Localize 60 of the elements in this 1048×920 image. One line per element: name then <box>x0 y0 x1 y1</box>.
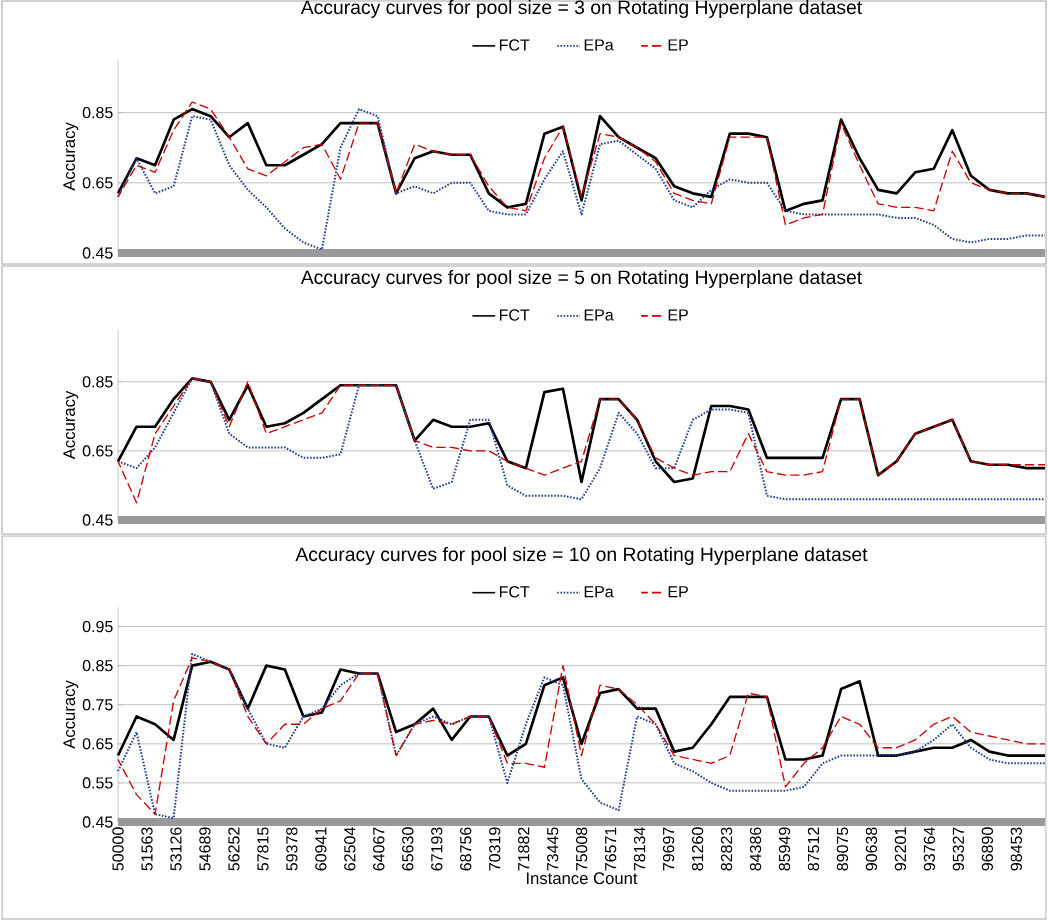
y-tick-label: 0.45 <box>82 816 113 828</box>
x-tick-label: 98453 <box>1010 827 1022 871</box>
x-tick-label: 53126 <box>170 827 182 871</box>
y-tick-label: 0.55 <box>82 777 113 789</box>
legend-label: FCT <box>499 309 530 321</box>
x-tick-label: 57815 <box>257 827 269 871</box>
y-axis-title: Accuracy <box>63 122 79 191</box>
x-tick-label: 60941 <box>315 827 327 871</box>
y-tick-label: 0.65 <box>82 738 113 750</box>
legend-label: EPa <box>584 309 614 321</box>
y-axis-title: Accuracy <box>63 680 79 749</box>
x-axis-title: Instance Count <box>527 872 638 885</box>
x-tick-label: 73445 <box>547 827 559 871</box>
y-tick-label: 0.85 <box>82 376 113 388</box>
y-tick-label: 0.85 <box>82 659 113 672</box>
x-tick-label: 84386 <box>749 827 762 871</box>
x-tick-label: 95327 <box>952 827 965 871</box>
x-tick-label: 68756 <box>460 827 472 871</box>
x-tick-label: 65630 <box>402 827 414 871</box>
x-tick-label: 89075 <box>836 827 849 871</box>
y-tick-label: 0.45 <box>82 247 113 259</box>
legend-label: EP <box>668 309 688 321</box>
y-tick-label: 0.65 <box>82 445 113 457</box>
x-tick-label: 67193 <box>431 827 443 871</box>
x-tick-label: 62504 <box>344 827 356 871</box>
chart-title: Accuracy curves for pool size = 5 on Rotating Hyperplane dataset <box>300 269 863 288</box>
x-tick-label: 78134 <box>633 827 646 871</box>
legend-label: EPa <box>584 39 614 51</box>
legend-label: EPa <box>584 586 614 598</box>
x-tick-label: 81260 <box>691 827 704 871</box>
chart-title: Accuracy curves for pool size = 3 on Rotating Hyperplane dataset <box>300 0 863 18</box>
x-tick-label: 82823 <box>720 827 733 871</box>
x-tick-label: 71882 <box>518 827 530 871</box>
y-axis-title: Accuracy <box>63 390 79 460</box>
y-tick-label: 0.65 <box>82 177 113 189</box>
x-tick-label: 51563 <box>141 827 153 871</box>
legend-label: FCT <box>499 586 530 598</box>
y-tick-label: 0.85 <box>82 106 113 119</box>
x-tick-label: 64067 <box>373 827 385 871</box>
legend-label: EP <box>668 39 688 51</box>
x-tick-label: 70319 <box>489 827 501 871</box>
x-tick-label: 54689 <box>199 827 211 871</box>
x-tick-label: 85949 <box>778 827 791 871</box>
x-tick-label: 59378 <box>286 827 298 871</box>
legend-label: EP <box>668 586 688 598</box>
x-tick-label: 87512 <box>807 827 820 871</box>
x-tick-label: 92201 <box>894 827 907 871</box>
y-tick-label: 0.45 <box>82 514 113 526</box>
x-tick-label: 93764 <box>923 827 936 871</box>
y-tick-label: 0.75 <box>82 699 113 711</box>
x-tick-label: 76571 <box>604 827 617 871</box>
y-tick-label: 0.95 <box>82 620 113 633</box>
x-tick-label: 50000 <box>112 827 124 871</box>
x-tick-label: 96890 <box>981 827 993 871</box>
x-tick-label: 75008 <box>575 827 588 871</box>
chart-title: Accuracy curves for pool size = 10 on Rotating Hyperplane dataset <box>295 546 868 565</box>
x-tick-label: 56252 <box>228 827 240 871</box>
x-tick-label: 90638 <box>865 827 878 871</box>
legend-label: FCT <box>499 39 530 51</box>
x-tick-label: 79697 <box>662 827 675 871</box>
